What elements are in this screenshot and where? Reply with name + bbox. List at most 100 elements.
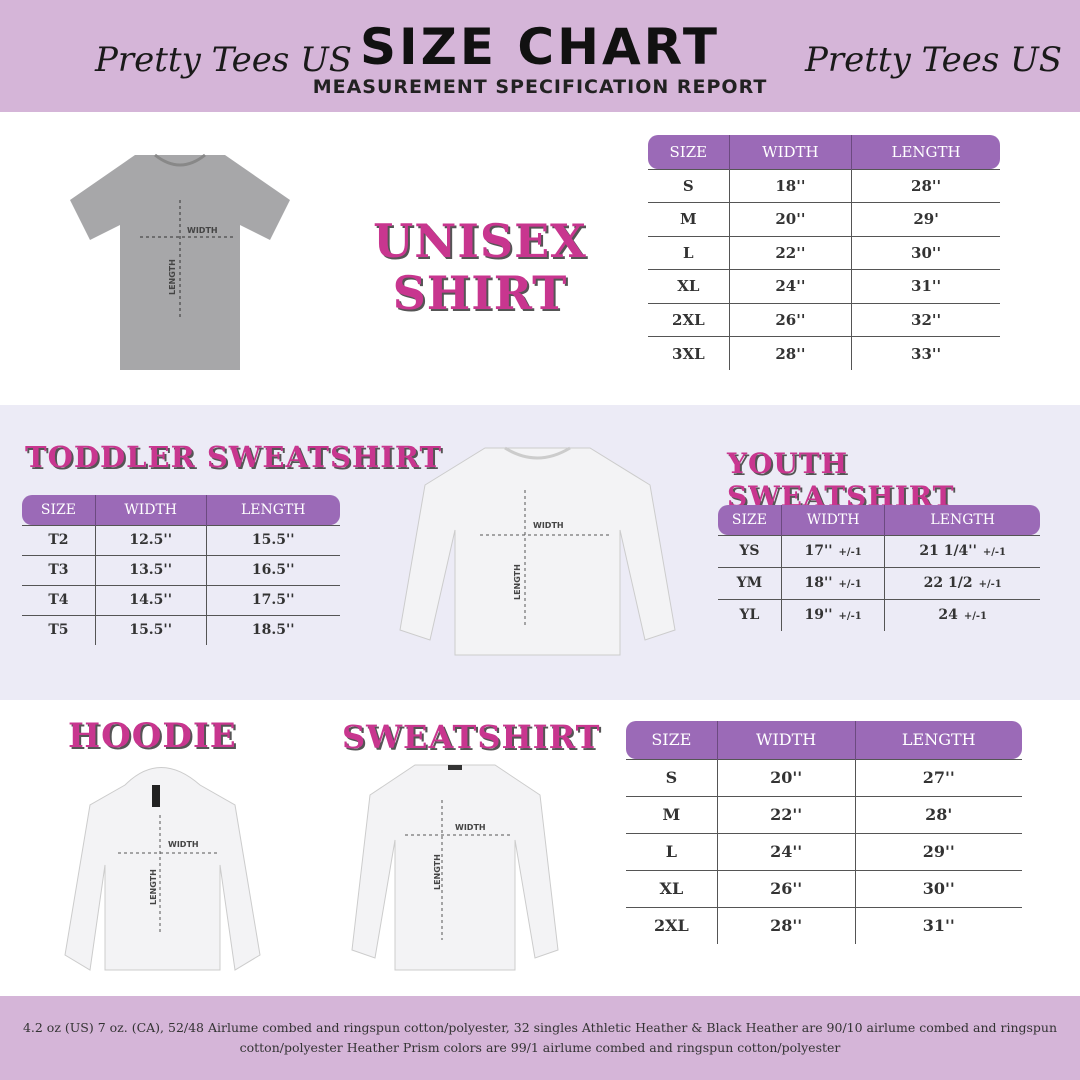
toddler-heading: TODDLER SWEATSHIRT: [25, 440, 443, 474]
cell-value: 14.5'': [129, 592, 172, 608]
width-label: WIDTH: [168, 840, 199, 849]
fabric-note: 4.2 oz (US) 7 oz. (CA), 52/48 Airlume co…: [0, 996, 1080, 1080]
cell-value: 18'': [804, 575, 833, 591]
unisex-heading-line2: SHIRT: [392, 266, 568, 320]
hoodie-image: WIDTH LENGTH: [64, 767, 261, 971]
table-row: 3XL 28'' 33'': [648, 336, 1000, 370]
cell-value: 22'': [775, 243, 806, 262]
tolerance: +/-1: [978, 579, 1002, 590]
cell-value: 29': [913, 210, 939, 229]
cell-value: 28': [925, 805, 953, 824]
table-row: XL 26'' 30'': [626, 869, 1022, 907]
unisex-heading: UNISEX SHIRT: [365, 215, 595, 319]
cell-value: 24'': [770, 842, 803, 861]
cell-value: 2XL: [672, 310, 705, 329]
column-header: LENGTH: [851, 135, 1000, 169]
length-label: LENGTH: [149, 869, 158, 905]
column-header: LENGTH: [854, 721, 1022, 759]
cell-value: S: [665, 768, 678, 787]
cell-value: YL: [739, 607, 760, 624]
table-row: M 22'' 28': [626, 795, 1022, 833]
sweatshirt-image: WIDTH LENGTH: [351, 764, 559, 971]
tolerance: +/-1: [838, 611, 862, 623]
column-header: SIZE: [22, 495, 96, 525]
column-header: SIZE: [626, 721, 718, 759]
cell-value: YM: [736, 575, 763, 591]
cell-value: 12.5'': [129, 532, 172, 548]
unisex-size-table: SIZE WIDTH LENGTH S 18'' 28'' M 20'' 29' L 22'' 30'…: [648, 135, 1000, 370]
cell-value: 21 1/4'': [919, 543, 977, 559]
cell-value: 17'': [804, 543, 833, 559]
cell-value: 20'': [770, 768, 803, 787]
cell-value: YS: [739, 543, 760, 559]
cell-value: 30'': [922, 879, 955, 898]
cell-value: 31'': [922, 916, 955, 936]
tolerance: +/-1: [982, 547, 1007, 558]
youth-sweatshirt-image: WIDTH LENGTH: [399, 446, 676, 656]
table-row: 2XL 26'' 32'': [648, 302, 1000, 337]
page-subtitle: MEASUREMENT SPECIFICATION REPORT: [312, 76, 768, 98]
table-row: S 20'' 27'': [626, 758, 1022, 796]
tolerance: +/-1: [838, 579, 862, 590]
length-label: LENGTH: [168, 259, 177, 295]
cell-value: 24'': [775, 277, 806, 296]
unisex-heading-line1: UNISEX: [373, 214, 587, 268]
width-label: WIDTH: [187, 226, 218, 235]
brand-logo-right: Pretty Tees US: [805, 40, 1063, 80]
column-header: WIDTH: [780, 505, 885, 535]
sweatshirt-size-table: SIZE WIDTH LENGTH S 20'' 27'' M 22'' 28' L 24'' 29'…: [626, 721, 1022, 944]
hoodie-heading: HOODIE: [68, 716, 237, 756]
cell-value: 28'': [911, 176, 942, 195]
table-row: S 18'' 28'': [648, 168, 1000, 203]
column-header: WIDTH: [728, 135, 852, 169]
column-header: SIZE: [718, 505, 782, 535]
cell-value: 18'': [775, 176, 806, 195]
cell-value: 24: [938, 607, 958, 624]
width-label: WIDTH: [533, 521, 564, 530]
column-header: WIDTH: [94, 495, 207, 525]
cell-value: 18.5'': [251, 622, 295, 639]
cell-value: T5: [48, 622, 69, 639]
table-row: YM 18'' +/-1 22 1/2 +/-1: [718, 566, 1040, 599]
cell-value: XL: [677, 277, 700, 296]
cell-value: 22'': [770, 805, 803, 824]
youth-heading: YOUTH SWEATSHIRT: [727, 447, 955, 513]
cell-value: 26'': [775, 310, 806, 329]
cell-value: 2XL: [653, 916, 689, 936]
cell-value: 3XL: [672, 344, 705, 363]
tolerance: +/-1: [963, 611, 987, 623]
table-row: T2 12.5'' 15.5'': [22, 524, 340, 555]
cell-value: 33'': [911, 344, 942, 363]
cell-value: 17.5'': [251, 592, 295, 608]
cell-value: T4: [48, 592, 69, 608]
cell-value: 15.5'': [251, 532, 295, 548]
table-row: L 24'' 29'': [626, 832, 1022, 870]
length-label: LENGTH: [433, 854, 442, 890]
cell-value: S: [682, 176, 694, 195]
header-banner: [0, 0, 1080, 112]
cell-value: 29'': [922, 842, 955, 861]
cell-value: M: [680, 210, 697, 229]
youth-size-table: SIZE WIDTH LENGTH YS 17'' +/-1 21 1/4'' +/-1 YM 1…: [718, 505, 1040, 631]
cell-value: 28'': [775, 344, 806, 363]
brand-logo-left: Pretty Tees US: [95, 40, 353, 80]
cell-value: 26'': [770, 879, 803, 898]
column-header: LENGTH: [205, 495, 340, 525]
table-row: 2XL 28'' 31'': [626, 906, 1022, 944]
table-row: T4 14.5'' 17.5'': [22, 584, 340, 615]
table-row: T5 15.5'' 18.5'': [22, 614, 340, 645]
tolerance: +/-1: [838, 547, 862, 558]
table-row: XL 24'' 31'': [648, 269, 1000, 303]
cell-value: 15.5'': [129, 622, 172, 639]
cell-value: 20'': [775, 210, 806, 229]
cell-value: T3: [48, 562, 69, 578]
toddler-size-table: SIZE WIDTH LENGTH T2 12.5'' 15.5'' T3 13.5'' 16.…: [22, 495, 340, 645]
table-row: T3 13.5'' 16.5'': [22, 554, 340, 585]
cell-value: L: [665, 842, 678, 861]
cell-value: T2: [48, 532, 69, 548]
cell-value: 31'': [911, 277, 942, 296]
cell-value: 16.5'': [251, 562, 295, 578]
table-row: YL 19'' +/-1 24 +/-1: [718, 598, 1040, 631]
cell-value: 32'': [911, 310, 942, 329]
table-row: YS 17'' +/-1 21 1/4'' +/-1: [718, 534, 1040, 567]
